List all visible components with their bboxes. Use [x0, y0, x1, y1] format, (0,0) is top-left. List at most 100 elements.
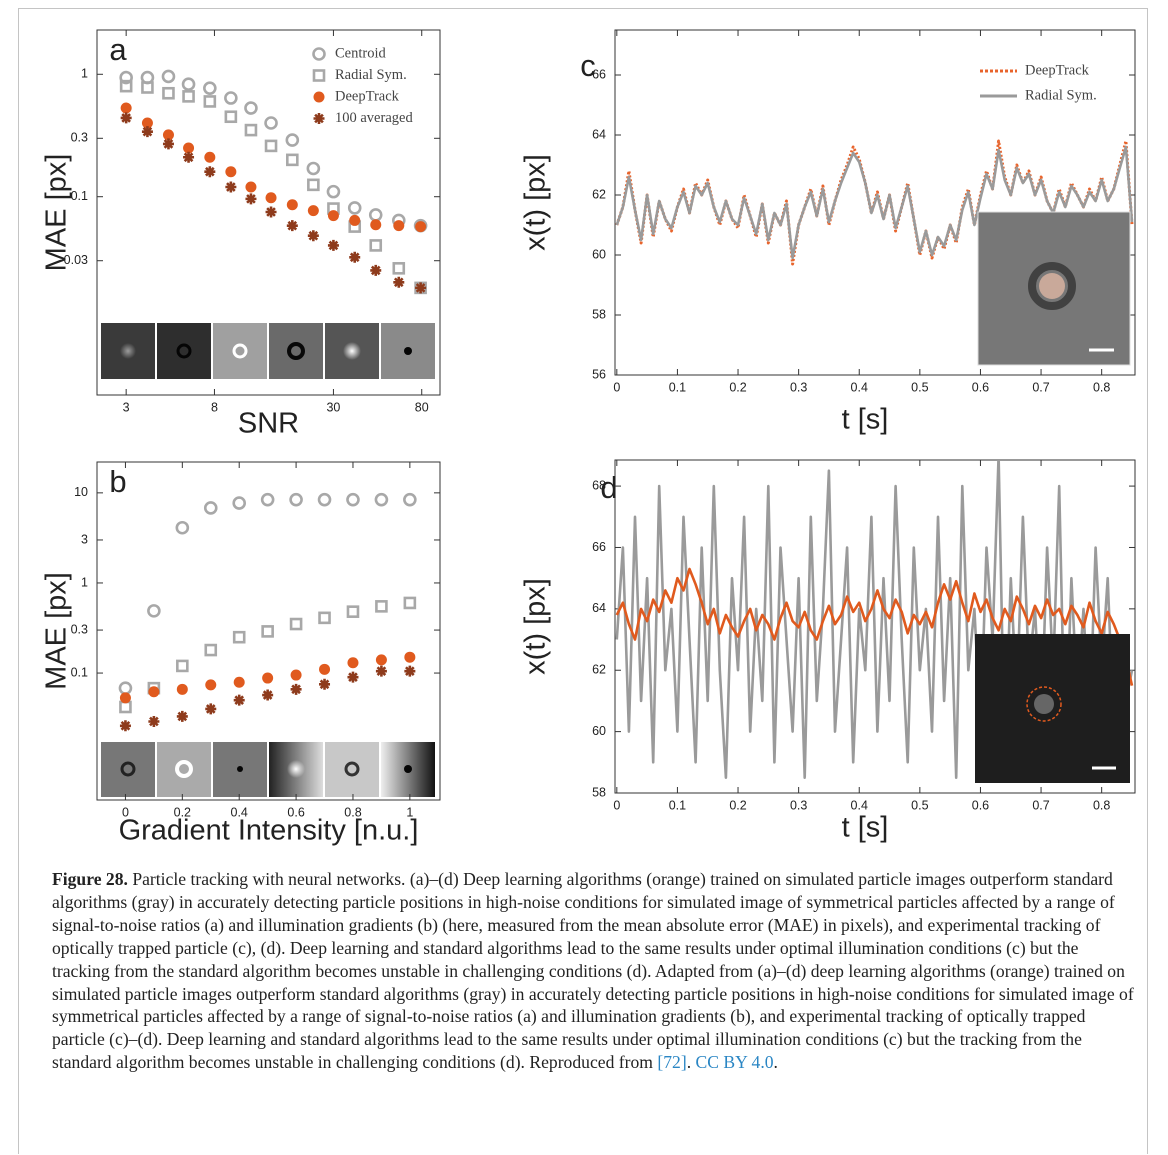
data-point — [233, 676, 245, 688]
data-point — [162, 138, 174, 150]
data-point — [306, 161, 321, 176]
data-point — [147, 604, 161, 618]
y-tick-label: 0.3 — [71, 622, 88, 636]
caption-text: . — [773, 1052, 778, 1073]
plot-frame — [614, 459, 1136, 794]
thumbnails-a — [101, 323, 435, 379]
x-axis-title: t [s] — [842, 404, 889, 436]
caption-link[interactable]: CC BY 4.0 — [695, 1052, 774, 1073]
data-point — [183, 151, 195, 163]
legend-marker — [312, 69, 326, 82]
x-tick-label: 0 — [613, 798, 620, 812]
data-point — [307, 205, 319, 217]
data-point — [415, 221, 427, 233]
data-point — [349, 251, 361, 263]
x-tick-label: 0.3 — [790, 380, 807, 394]
data-point — [244, 101, 258, 115]
x-tick-label: 0.8 — [1093, 798, 1110, 812]
y-axis-title: MAE [px] — [41, 572, 73, 690]
x-tick-label: 3 — [123, 400, 130, 414]
data-point — [393, 276, 405, 288]
data-point — [181, 77, 196, 91]
x-tick-label: 0.6 — [287, 805, 304, 819]
x-tick-label: 30 — [326, 400, 340, 414]
data-point — [261, 625, 274, 638]
data-point — [307, 178, 320, 192]
data-point — [176, 659, 189, 673]
data-point — [347, 671, 359, 683]
y-tick-label: 0.3 — [71, 131, 88, 145]
caption-link[interactable]: [72] — [657, 1052, 687, 1073]
x-axis-title: SNR — [238, 408, 299, 440]
data-point — [326, 184, 341, 199]
data-point — [346, 605, 360, 618]
inset-ring — [1028, 262, 1076, 310]
data-point — [327, 239, 339, 251]
y-tick-label: 10 — [74, 485, 88, 499]
data-point — [375, 665, 387, 677]
data-point — [176, 710, 188, 722]
data-point — [148, 715, 160, 727]
data-point — [245, 181, 257, 193]
y-tick-label: 64 — [592, 601, 606, 615]
data-point — [290, 683, 302, 695]
data-point — [162, 129, 174, 141]
x-tick-label: 80 — [415, 400, 429, 414]
data-point — [203, 95, 217, 108]
data-point — [120, 102, 132, 114]
data-point — [262, 672, 274, 684]
data-point — [375, 600, 388, 613]
plot-frame — [96, 29, 441, 396]
y-tick-label: 58 — [592, 307, 606, 321]
y-tick-label: 62 — [592, 187, 606, 201]
data-point — [349, 214, 361, 226]
caption-text: . — [686, 1052, 696, 1073]
data-point — [119, 70, 133, 85]
caption-text: Particle tracking with neural networks. … — [52, 869, 1134, 1073]
data-point — [264, 139, 278, 153]
data-point — [204, 151, 216, 163]
data-point — [393, 220, 405, 232]
legend-label: Radial Sym. — [335, 67, 407, 83]
data-point — [403, 492, 417, 507]
y-axis-title: x(t) [px] — [520, 154, 552, 251]
data-point — [262, 689, 274, 701]
caption: Figure 28. Particle tracking with neural… — [52, 868, 1134, 1074]
data-point — [176, 683, 188, 695]
x-tick-label: 0.6 — [972, 380, 989, 394]
y-tick-label: 0.1 — [71, 189, 88, 203]
inset-core — [1034, 694, 1054, 714]
y-tick-label: 1 — [81, 575, 88, 589]
data-point — [265, 206, 277, 218]
y-tick-label: 66 — [592, 67, 606, 81]
legend-label: DeepTrack — [1025, 62, 1090, 78]
data-point — [232, 496, 247, 510]
data-line — [615, 567, 1134, 686]
data-point — [162, 86, 175, 100]
panel-label: c — [580, 48, 596, 83]
data-point — [204, 166, 216, 178]
data-point — [205, 703, 217, 715]
data-point — [175, 520, 190, 535]
data-point — [347, 657, 359, 669]
data-point — [375, 654, 387, 666]
x-tick-label: 0.5 — [911, 380, 928, 394]
y-tick-label: 62 — [592, 663, 606, 677]
legend-label: DeepTrack — [335, 88, 400, 104]
legend-label: Centroid — [335, 45, 386, 61]
data-point — [161, 69, 176, 84]
data-point — [245, 193, 257, 205]
data-point — [203, 501, 218, 515]
data-point — [119, 700, 132, 714]
data-point — [264, 116, 278, 130]
data-line — [615, 145, 1134, 260]
x-axis-title: t [s] — [842, 812, 889, 844]
x-tick-label: 8 — [211, 400, 218, 414]
x-tick-label: 1 — [406, 805, 413, 819]
data-point — [118, 681, 133, 695]
caption-label: Figure 28. — [52, 869, 128, 889]
inset-core — [1039, 273, 1065, 299]
y-axis-title: MAE [px] — [41, 154, 73, 272]
data-point — [265, 192, 277, 204]
